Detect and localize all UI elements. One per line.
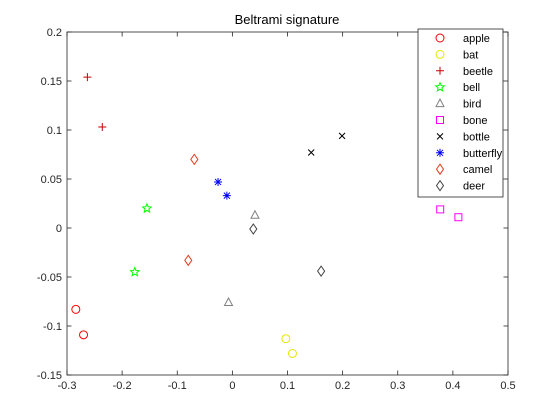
point-apple <box>71 304 81 314</box>
point-bottle <box>307 149 315 156</box>
legend-marker-deer <box>435 179 445 192</box>
point-butterfly <box>222 191 231 200</box>
point-apple <box>79 330 89 340</box>
x-tick-label: -0.3 <box>58 380 77 392</box>
point-butterfly <box>214 177 223 186</box>
point-bell <box>141 202 153 214</box>
legend-marker-bird <box>435 98 445 108</box>
y-tick-label: -0.1 <box>43 321 62 333</box>
point-bird <box>223 296 234 306</box>
y-axis: -0.15 -0.1 -0.05 0 0.05 0.1 0.15 0.2 <box>37 27 508 382</box>
legend-label-apple: apple <box>463 33 490 45</box>
point-bell <box>129 266 141 277</box>
legend-label-bird: bird <box>463 99 481 111</box>
x-tick-label: 0.2 <box>335 380 350 392</box>
legend-label-beetle: beetle <box>463 66 493 78</box>
point-bottle <box>338 132 346 140</box>
y-tick-label: -0.15 <box>37 370 62 382</box>
point-bat <box>287 348 297 358</box>
legend-marker-apple <box>435 33 445 43</box>
point-bone <box>454 213 463 222</box>
point-beetle <box>83 73 92 82</box>
legend-marker-bone <box>436 116 444 124</box>
point-bird <box>250 209 260 219</box>
point-bat <box>281 334 291 344</box>
point-deer <box>249 223 258 235</box>
x-tick-label: 0.3 <box>390 380 405 392</box>
legend-marker-butterfly <box>436 148 444 157</box>
y-tick-label: -0.05 <box>37 272 62 284</box>
y-tick-label: 0.1 <box>47 125 62 137</box>
x-tick-label: -0.2 <box>113 380 132 392</box>
y-tick-label: 0 <box>56 223 62 235</box>
point-beetle <box>98 123 107 132</box>
point-deer <box>317 265 326 277</box>
x-tick-label: 0.5 <box>500 380 515 392</box>
point-camel <box>184 254 193 267</box>
legend-marker-beetle <box>436 66 444 75</box>
legend-label-bell: bell <box>463 82 480 94</box>
x-tick-label: 0.4 <box>445 380 460 392</box>
legend: apple bat beetle bell bird bone bottle butterfl… <box>417 28 504 198</box>
x-tick-label: -0.1 <box>168 380 187 392</box>
legend-marker-bell <box>434 81 446 92</box>
x-tick-label: 0 <box>229 380 235 392</box>
x-axis: -0.3 -0.2 -0.1 0 0.1 0.2 0.3 0.4 0.5 <box>58 32 516 392</box>
legend-marker-bat <box>435 49 445 59</box>
legend-label-bottle: bottle <box>463 131 490 143</box>
y-tick-label: 0.2 <box>47 27 62 39</box>
point-bone <box>436 205 445 214</box>
legend-marker-camel <box>435 163 445 176</box>
legend-box <box>417 28 504 198</box>
legend-label-deer: deer <box>463 181 485 193</box>
legend-label-bone: bone <box>463 115 487 127</box>
legend-label-bat: bat <box>463 49 478 61</box>
y-tick-label: 0.05 <box>41 174 62 186</box>
legend-marker-bottle <box>436 133 444 140</box>
chart-title: Beltrami signature <box>235 12 340 27</box>
y-tick-label: 0.15 <box>41 76 62 88</box>
point-camel <box>190 153 199 166</box>
data-points <box>71 73 463 358</box>
x-tick-label: 0.1 <box>280 380 295 392</box>
legend-label-camel: camel <box>463 164 492 176</box>
legend-label-butterfly: butterfly <box>463 148 503 160</box>
